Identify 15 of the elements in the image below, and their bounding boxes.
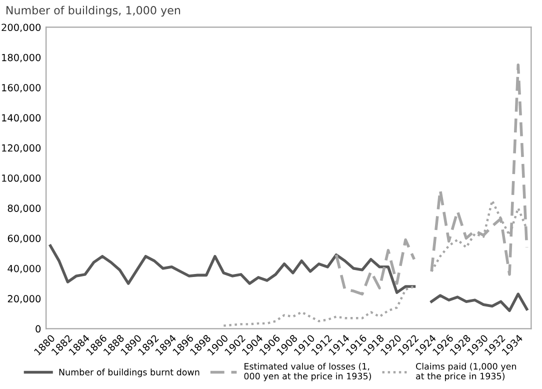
y-tick-label: 120,000 <box>2 144 41 153</box>
y-tick-label: 180,000 <box>2 54 41 62</box>
y-tick-label: 40,000 <box>8 264 41 274</box>
y-tick-label: 60,000 <box>8 234 41 244</box>
legend-label: Estimated value of losses (1, 000 yen at the price in 1935) <box>244 362 372 382</box>
y-tick-label: 100,000 <box>2 174 41 183</box>
y-tick-label: 160,000 <box>2 84 41 92</box>
y-tick-label: 200,000 <box>2 24 41 32</box>
y-tick-label: 0 <box>36 325 41 333</box>
y-tick-label: 20,000 <box>8 295 41 304</box>
y-axis-title: Number of buildings, 1,000 yen <box>6 6 180 17</box>
y-tick-label: 80,000 <box>8 204 41 213</box>
y-tick-label: 140,000 <box>2 114 41 122</box>
legend-label: Claims paid (1,000 yen at the price in 1935) <box>416 362 516 382</box>
legend-label: Number of buildings burnt down <box>59 368 200 378</box>
